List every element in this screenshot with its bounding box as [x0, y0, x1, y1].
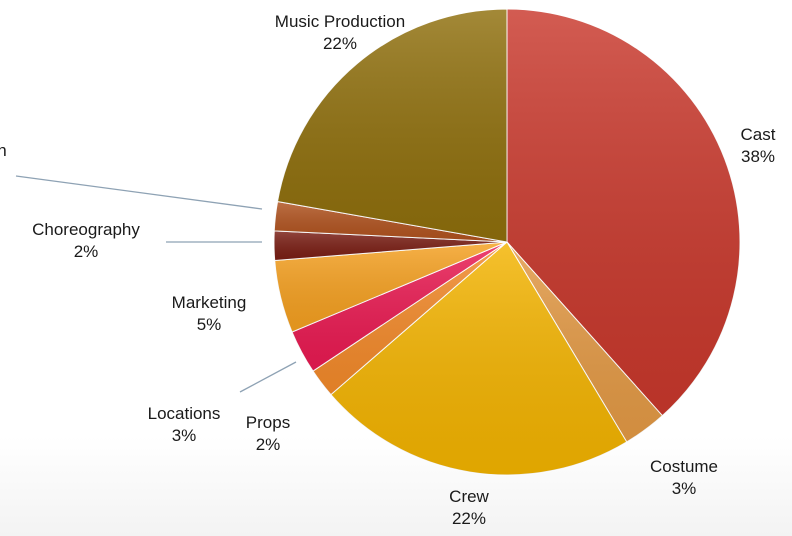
pie-slices — [273, 8, 741, 476]
slice-label-name: h — [0, 141, 7, 160]
slice-label-percent: 2% — [255, 435, 281, 454]
leader-lines — [15, 175, 297, 393]
slice-label-percent: 22% — [451, 509, 487, 528]
leader-line — [15, 175, 263, 210]
leader-line — [239, 361, 297, 393]
slice-label-name: Locations — [147, 404, 221, 423]
slice-label-percent: 3% — [671, 479, 697, 498]
slice-label: Music Production 22% — [275, 11, 405, 55]
slice-label: Costume 3% — [650, 456, 718, 500]
slice-label-name: Marketing — [171, 293, 247, 312]
pie-slice-shading — [507, 242, 663, 442]
slice-label-percent: 2% — [73, 242, 99, 261]
pie-slice-shading — [273, 230, 507, 261]
pie-slice-shading — [507, 9, 741, 416]
background-band — [0, 436, 792, 536]
pie-slice-shading — [292, 242, 507, 372]
slice-label: Props 2% — [246, 412, 290, 456]
slice-label-name: Props — [245, 413, 291, 432]
slice-label: Choreography 2% — [32, 219, 140, 263]
pie-slice-shading — [274, 242, 507, 333]
slice-label-name: Costume — [649, 457, 719, 476]
slice-label: h — [0, 140, 7, 162]
pie-slice-shading — [313, 242, 507, 395]
slice-label: Cast 38% — [741, 124, 776, 168]
slice-label-percent: 3% — [171, 426, 197, 445]
slice-label-percent: 38% — [740, 147, 776, 166]
slice-label: Marketing 5% — [172, 292, 247, 336]
slice-label-name: Choreography — [32, 220, 140, 239]
slice-label-name: Music Production — [274, 12, 406, 31]
slice-label: Locations 3% — [148, 403, 221, 447]
slice-label-percent: 5% — [196, 315, 222, 334]
pie-slice-shading — [330, 242, 627, 476]
slice-label-name: Cast — [740, 125, 776, 144]
slice-label-percent: 22% — [322, 34, 358, 53]
slice-label-name: Crew — [449, 487, 489, 506]
slice-label: Crew 22% — [449, 486, 489, 530]
pie-slice-shading — [277, 9, 507, 242]
